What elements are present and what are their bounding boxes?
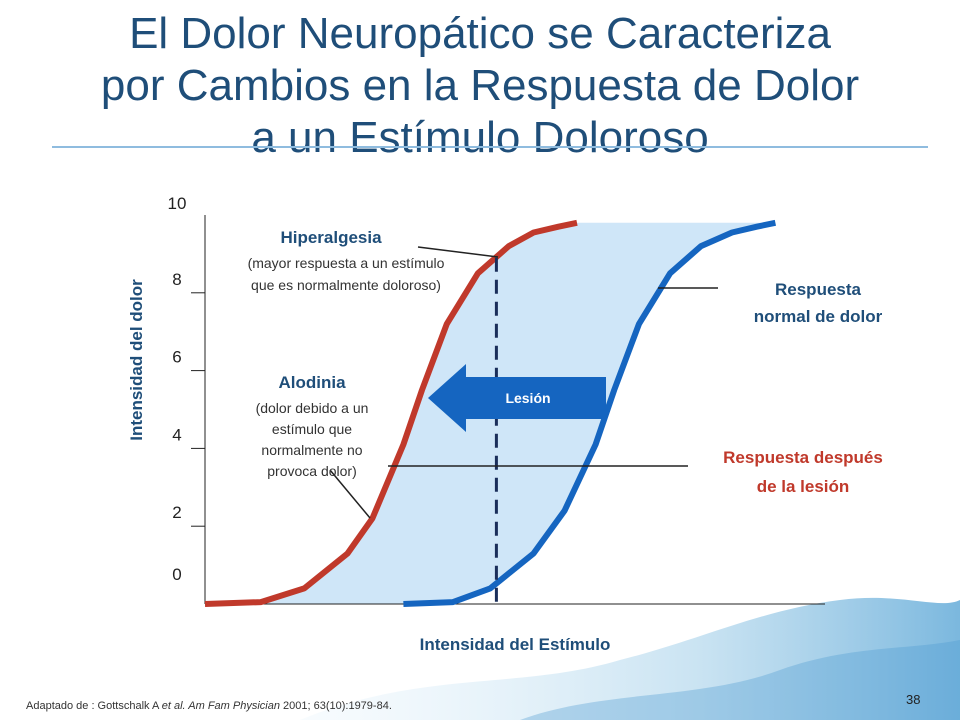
source-citation: Adaptado de : Gottschalk A et al. Am Fam… [26,700,392,712]
injured-response-label-1: Respuesta después [723,448,883,467]
normal-response-label-1: Respuesta [775,280,862,299]
title-divider [52,146,928,148]
title-line-1: El Dolor Neuropático se Caracteriza [129,9,831,58]
lesion-arrow-label: Lesión [505,390,550,406]
normal-response-label-2: normal de dolor [754,307,883,326]
title-line-2: por Cambios en la Respuesta de Dolor [100,61,860,110]
y-axis-label: Intensidad del dolor [127,279,146,441]
x-axis-label: Intensidad del Estímulo [420,635,611,654]
y-tick-label: 4 [172,425,181,444]
alodinia-desc-2: estímulo que [272,421,352,437]
hiperalgesia-desc-2: que es normalmente doloroso) [251,277,441,293]
citation-journal: et al. Am Fam Physician [161,700,280,712]
citation-suffix: 2001; 63(10):1979-84. [279,700,392,712]
lesion-arrow [428,364,606,432]
series-line-normal [403,219,777,607]
alodinia-title: Alodinia [278,373,346,392]
page-number: 38 [906,692,921,707]
alodinia-desc-4: provoca dolor) [267,463,357,479]
y-tick-label: 10 [168,194,187,213]
hiperalgesia-leader [417,246,499,258]
alodinia-leader [329,469,371,519]
title-line-3: a un Estímulo Doloroso [251,113,709,162]
alodinia-desc-1: (dolor debido a un [256,400,369,416]
hiperalgesia-title: Hiperalgesia [280,228,382,247]
citation-prefix: Adaptado de : Gottschalk A [26,700,162,712]
injured-response-label-2: de la lesión [757,477,850,496]
y-tick-label: 8 [172,270,181,289]
y-tick-label: 0 [172,565,181,584]
y-tick-label: 6 [172,348,181,367]
slide-title: El Dolor Neuropático se Caracteriza por … [40,8,920,164]
y-tick-label: 2 [172,503,181,522]
alodinia-desc-3: normalmente no [261,442,362,458]
hiperalgesia-desc-1: (mayor respuesta a un estímulo [248,255,445,271]
series-line-injured [204,219,578,607]
